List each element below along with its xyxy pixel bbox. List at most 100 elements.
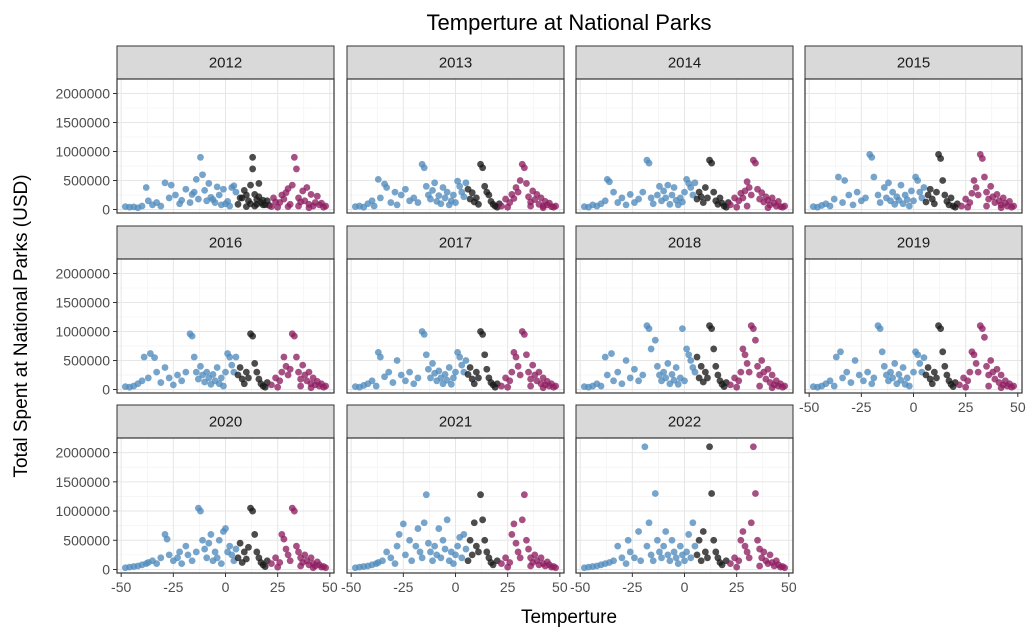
- data-point: [475, 548, 482, 556]
- data-point: [664, 360, 672, 367]
- data-point: [983, 188, 990, 196]
- data-point: [305, 204, 313, 212]
- data-point: [539, 384, 547, 392]
- facet-strip-label: 2017: [439, 235, 472, 252]
- data-point: [889, 374, 897, 382]
- data-point: [249, 332, 257, 340]
- facet-panel-2012: 2012 0 500000 1000000 1500000 2000000: [55, 45, 335, 218]
- data-point: [443, 376, 451, 384]
- data-point: [376, 353, 384, 361]
- data-point: [464, 557, 472, 565]
- data-point: [151, 354, 158, 362]
- data-point: [839, 374, 846, 382]
- data-point: [939, 348, 947, 356]
- x-tick-label: 50: [1010, 399, 1026, 415]
- facet-panel-2019: 2019 -50 -25 0 25 50: [799, 225, 1026, 415]
- data-point: [601, 197, 609, 205]
- data-point: [552, 564, 560, 572]
- data-point: [747, 191, 755, 199]
- data-point: [245, 543, 252, 551]
- data-point: [213, 554, 221, 562]
- x-tick-label: -50: [341, 579, 361, 595]
- data-point: [924, 364, 932, 371]
- data-point: [874, 191, 882, 199]
- data-point: [523, 351, 530, 359]
- data-point: [508, 531, 516, 538]
- data-point: [933, 374, 940, 382]
- data-point: [687, 357, 695, 364]
- data-point: [610, 188, 617, 196]
- x-tick-label: 50: [552, 579, 568, 595]
- data-point: [687, 184, 695, 191]
- data-point: [666, 200, 674, 208]
- data-point: [427, 548, 434, 556]
- data-point: [188, 332, 196, 340]
- data-point: [997, 384, 1005, 392]
- data-point: [905, 382, 913, 390]
- data-point: [368, 197, 376, 205]
- x-tick-label: -25: [163, 579, 183, 595]
- data-point: [670, 548, 678, 556]
- data-point: [527, 202, 535, 210]
- data-point: [307, 384, 315, 392]
- data-point: [870, 173, 878, 181]
- facet-strip: [346, 45, 565, 80]
- y-axis-title: Total Spent at National Parks (USD): [11, 174, 32, 477]
- data-point: [937, 325, 945, 333]
- data-point: [209, 371, 217, 378]
- data-point: [412, 542, 420, 550]
- data-point: [242, 368, 250, 376]
- data-point: [895, 371, 903, 378]
- data-point: [626, 548, 634, 556]
- data-point: [402, 551, 409, 559]
- data-point: [910, 368, 917, 376]
- data-point: [610, 377, 617, 385]
- data-point: [236, 364, 244, 371]
- data-point: [485, 191, 493, 199]
- data-point: [284, 203, 292, 211]
- data-point: [660, 368, 668, 376]
- data-point: [830, 382, 838, 390]
- data-point: [914, 177, 922, 184]
- data-point: [439, 536, 447, 544]
- data-point: [974, 191, 982, 199]
- data-point: [758, 189, 766, 197]
- panel-border: [575, 258, 794, 394]
- data-point: [247, 181, 254, 189]
- data-point: [701, 184, 709, 191]
- data-point: [475, 374, 482, 382]
- data-point: [739, 528, 747, 535]
- data-point: [864, 368, 871, 376]
- data-point: [458, 361, 466, 369]
- data-point: [910, 197, 917, 205]
- data-point: [190, 353, 198, 361]
- data-point: [268, 203, 275, 211]
- data-point: [313, 192, 321, 200]
- data-point: [685, 531, 693, 538]
- data-point: [754, 536, 761, 544]
- data-point: [656, 548, 663, 556]
- data-point: [174, 371, 181, 379]
- data-point: [926, 185, 934, 193]
- data-point: [414, 525, 422, 532]
- data-point: [597, 382, 605, 390]
- y-tick-label: 1000000: [55, 144, 110, 160]
- data-point: [512, 539, 520, 547]
- data-point: [712, 362, 720, 370]
- data-point: [993, 191, 1001, 198]
- data-point: [288, 181, 296, 189]
- data-point: [981, 333, 988, 341]
- data-point: [172, 191, 179, 199]
- data-point: [232, 353, 240, 361]
- data-point: [284, 551, 292, 559]
- data-point: [647, 345, 655, 353]
- panel-border: [575, 78, 794, 214]
- data-point: [622, 560, 630, 568]
- data-point: [697, 557, 705, 565]
- data-point: [284, 371, 292, 379]
- data-point: [462, 357, 470, 364]
- data-point: [504, 383, 512, 391]
- y-tick-label: 2000000: [55, 86, 110, 102]
- data-point: [498, 202, 505, 210]
- data-point: [645, 519, 653, 527]
